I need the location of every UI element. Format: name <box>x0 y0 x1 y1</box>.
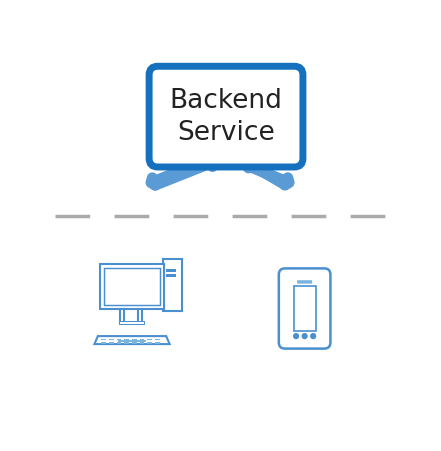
FancyBboxPatch shape <box>163 259 182 311</box>
FancyBboxPatch shape <box>294 286 316 331</box>
FancyBboxPatch shape <box>104 268 161 305</box>
FancyBboxPatch shape <box>140 339 144 340</box>
FancyBboxPatch shape <box>116 343 121 344</box>
FancyBboxPatch shape <box>101 339 106 340</box>
Circle shape <box>311 334 316 339</box>
FancyBboxPatch shape <box>124 343 129 344</box>
FancyBboxPatch shape <box>147 343 152 344</box>
FancyBboxPatch shape <box>155 339 160 340</box>
FancyBboxPatch shape <box>118 340 146 342</box>
FancyBboxPatch shape <box>140 343 144 344</box>
FancyBboxPatch shape <box>109 339 114 340</box>
Text: Backend
Service: Backend Service <box>170 87 282 146</box>
FancyBboxPatch shape <box>101 343 106 344</box>
Circle shape <box>302 334 307 339</box>
FancyBboxPatch shape <box>138 309 142 323</box>
FancyBboxPatch shape <box>116 339 121 340</box>
FancyBboxPatch shape <box>166 274 176 277</box>
FancyBboxPatch shape <box>124 339 129 340</box>
FancyBboxPatch shape <box>149 66 303 167</box>
FancyBboxPatch shape <box>297 280 312 284</box>
FancyBboxPatch shape <box>279 268 330 349</box>
Circle shape <box>294 334 299 339</box>
FancyBboxPatch shape <box>119 321 144 324</box>
FancyBboxPatch shape <box>155 343 160 344</box>
Polygon shape <box>94 336 170 344</box>
FancyBboxPatch shape <box>132 343 137 344</box>
FancyBboxPatch shape <box>132 339 137 340</box>
FancyBboxPatch shape <box>147 339 152 340</box>
FancyBboxPatch shape <box>100 264 164 309</box>
FancyBboxPatch shape <box>120 309 124 323</box>
FancyBboxPatch shape <box>166 269 176 272</box>
FancyBboxPatch shape <box>109 343 114 344</box>
